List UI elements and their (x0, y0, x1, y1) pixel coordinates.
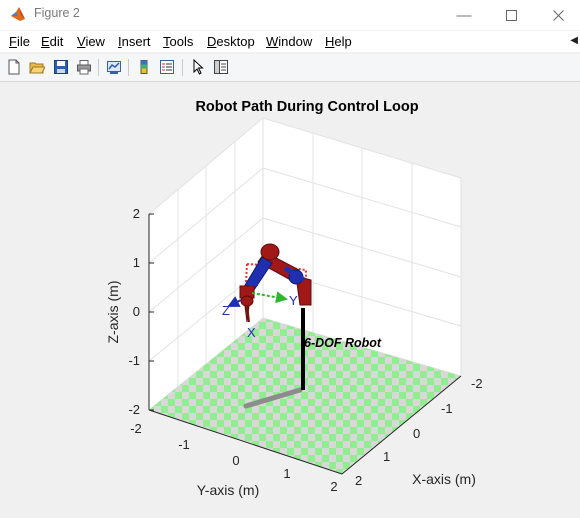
print-icon (77, 60, 91, 75)
save-button[interactable] (51, 57, 71, 77)
link-plot-button[interactable] (104, 57, 124, 77)
frame-z-label: Z (222, 303, 230, 318)
menu-tools[interactable]: Tools (163, 34, 194, 49)
floor (149, 318, 461, 474)
legend-icon (160, 60, 174, 74)
y-tick-label: -1 (178, 437, 190, 452)
close-button[interactable] (535, 0, 580, 30)
figure-canvas[interactable]: 2 1 0 -1 -2 -2 -1 0 1 2 -2 -1 0 1 2 Robo… (0, 82, 580, 518)
menu-file[interactable]: File (9, 34, 30, 49)
x-tick-label: -1 (441, 401, 453, 416)
frame-y-label: Y (289, 293, 298, 308)
open-file-icon (29, 62, 45, 74)
y-tick-label: 1 (283, 466, 290, 481)
frame-x-arrow (246, 304, 250, 323)
z-tick-label: 0 (133, 304, 140, 319)
grid-lines (148, 133, 462, 387)
matlab-logo-icon (11, 7, 25, 21)
toolbar-separator (128, 59, 129, 76)
new-figure-icon (8, 59, 20, 75)
z-tick-label: 1 (133, 255, 140, 270)
y-tick-label: 0 (232, 453, 239, 468)
link-plot-icon (107, 61, 121, 74)
z-tick-label: -2 (128, 402, 140, 417)
window-title: Figure 2 (34, 6, 80, 20)
toolbar-separator (98, 59, 99, 76)
pointer-icon (193, 59, 204, 75)
maximize-icon (505, 9, 517, 21)
x-tick-label: 0 (413, 426, 420, 441)
z-tick-marks (149, 213, 154, 411)
menu-help[interactable]: Help (325, 34, 352, 49)
toolbar-separator (182, 59, 183, 76)
property-inspector-button[interactable] (211, 57, 231, 77)
x-tick-label: 2 (355, 473, 362, 488)
menu-pin-icon[interactable]: ◀ (570, 35, 578, 46)
print-button[interactable] (74, 57, 94, 77)
robot-base-link (243, 387, 303, 409)
save-icon (54, 60, 68, 74)
x-tick-label: -2 (471, 376, 483, 391)
robot-label: 6-DOF Robot (304, 336, 382, 350)
close-icon (552, 9, 564, 21)
menu-window[interactable]: Window (266, 34, 313, 49)
y-axis-label: Y-axis (m) (197, 482, 260, 498)
plot-title: Robot Path During Control Loop (195, 99, 418, 115)
legend-button[interactable] (157, 57, 177, 77)
pointer-button[interactable] (188, 57, 208, 77)
frame-z-arrow (227, 296, 242, 307)
colorbar-button[interactable] (134, 57, 154, 77)
menu-insert[interactable]: Insert (118, 34, 151, 49)
z-tick-label: -1 (128, 353, 140, 368)
axes-3d: 2 1 0 -1 -2 -2 -1 0 1 2 -2 -1 0 1 2 Robo… (105, 99, 483, 498)
minimize-button[interactable]: — (441, 0, 487, 30)
robot-arm (239, 243, 312, 323)
y-tick-label: -2 (130, 421, 142, 436)
frame-y-arrow (251, 291, 288, 304)
property-inspector-icon (214, 60, 228, 74)
frame-x-label: X (247, 325, 256, 340)
menu-view[interactable]: View (77, 34, 105, 49)
toolbar (0, 54, 580, 82)
z-tick-label: 2 (133, 206, 140, 221)
minimize-icon: — (456, 6, 472, 24)
open-file-button[interactable] (27, 57, 47, 77)
z-axis-label: Z-axis (m) (105, 281, 121, 344)
menu-edit[interactable]: Edit (41, 34, 64, 49)
menu-bar: File Edit View Insert Tools Desktop Wind… (0, 31, 580, 52)
menu-desktop[interactable]: Desktop (207, 34, 255, 49)
y-tick-label: 2 (330, 479, 337, 494)
x-tick-label: 1 (383, 449, 390, 464)
title-bar: Figure 2 — (0, 0, 580, 30)
maximize-button[interactable] (488, 0, 534, 30)
new-figure-button[interactable] (4, 57, 24, 77)
x-axis-label: X-axis (m) (412, 471, 476, 487)
colorbar-icon (140, 60, 148, 74)
